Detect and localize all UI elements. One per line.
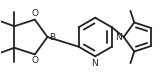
- Text: N: N: [115, 32, 122, 42]
- Text: O: O: [32, 9, 39, 18]
- Text: B: B: [49, 32, 55, 42]
- Text: O: O: [32, 56, 39, 65]
- Text: N: N: [91, 59, 98, 68]
